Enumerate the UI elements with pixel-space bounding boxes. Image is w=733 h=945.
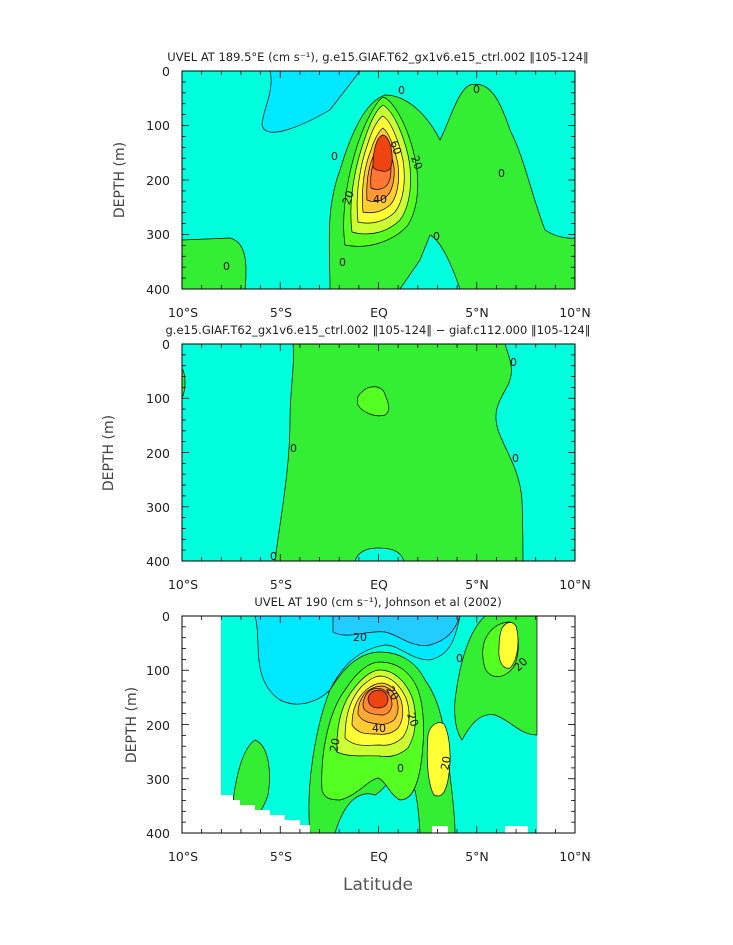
x-tick-label: EQ: [370, 305, 388, 320]
x-axis-label: Latitude: [343, 875, 413, 895]
panel-2-equatorial-patch: [356, 386, 390, 417]
panel-1-green-southwest: [182, 237, 247, 289]
panel-1-title: UVEL AT 189.5°E (cm s⁻¹), g.e15.GIAF.T62…: [167, 50, 589, 64]
y-tick-label: 400: [146, 554, 170, 569]
panel-3-missing-data: [432, 826, 448, 833]
x-tick-label: 5°N: [465, 577, 489, 592]
panel-1-contour-labels: 0 0 0 0 0 0 0 20 20 40 60: [223, 83, 505, 273]
panel-2-title: g.e15.GIAF.T62_gx1v6.e15_ctrl.002 ‖105-1…: [166, 323, 591, 337]
panel-2: g.e15.GIAF.T62_gx1v6.e15_ctrl.002 ‖105-1…: [101, 323, 591, 592]
x-tick-label: 10°S: [168, 849, 198, 864]
panel-1-undercurrent-core: [372, 134, 393, 172]
panel-3-title: UVEL AT 190 (cm s⁻¹), Johnson et al (200…: [254, 595, 501, 609]
panel-2-contours: [182, 344, 575, 561]
panel-1-contour-label: 0: [331, 150, 338, 163]
panel-3-contour-label: 20: [383, 684, 401, 703]
x-tick-label: 5°N: [465, 305, 489, 320]
y-tick-label: 300: [146, 500, 170, 515]
panel-3-contour-label: 20: [327, 737, 342, 753]
panel-3-westward-surface: [332, 616, 461, 646]
y-tick-label: 200: [146, 718, 170, 733]
y-tick-label: 200: [146, 446, 170, 461]
panel-3-contours: [221, 616, 538, 833]
y-tick-label: 0: [162, 337, 170, 352]
panel-3-yellow-northeast: [498, 622, 519, 669]
x-tick-label: 10°S: [168, 577, 198, 592]
panel-3-contour-label: 20: [438, 755, 453, 771]
panel-1-contour-label: 20: [340, 189, 357, 207]
panel-1-contour-label: 0: [223, 260, 230, 273]
panel-1-contour-label: 60: [387, 139, 404, 157]
panel-2-contour-labels: 0 0 0 0: [270, 356, 519, 563]
panel-1: UVEL AT 189.5°E (cm s⁻¹), g.e15.GIAF.T62…: [112, 50, 591, 320]
panel-3-ylabel: DEPTH (m): [124, 687, 140, 763]
panel-3-contour-label: 0: [397, 762, 404, 775]
panel-2-contour-label: 0: [270, 550, 277, 563]
panel-3-contour-label: 40: [372, 722, 386, 735]
x-tick-label: 5°S: [270, 577, 292, 592]
panel-3-ticks: [181, 615, 576, 834]
y-tick-label: 400: [146, 282, 170, 297]
x-tick-label: 5°S: [270, 849, 292, 864]
y-tick-label: 300: [146, 227, 170, 242]
panel-1-contour-label: 0: [498, 167, 505, 180]
panel-2-ylabel: DEPTH (m): [101, 415, 117, 491]
x-tick-label: 10°S: [168, 305, 198, 320]
panel-3-undercurrent-core: [367, 689, 389, 709]
panel-1-contour-label: 0: [339, 256, 346, 269]
x-tick-label: EQ: [370, 577, 388, 592]
x-tick-label: 5°S: [270, 305, 292, 320]
y-tick-label: 100: [146, 663, 170, 678]
x-tick-label: 10°N: [559, 577, 591, 592]
panel-2-contour-label: 0: [512, 452, 519, 465]
x-tick-label: EQ: [370, 849, 388, 864]
x-tick-label: 10°N: [559, 849, 591, 864]
y-tick-label: 400: [146, 826, 170, 841]
panel-3: UVEL AT 190 (cm s⁻¹), Johnson et al (200…: [124, 595, 591, 864]
panel-3-missing-data: [505, 826, 528, 833]
x-tick-label: 10°N: [559, 305, 591, 320]
panel-3-contour-label: 20: [353, 631, 367, 644]
panel-1-contours: [182, 71, 575, 289]
y-tick-label: 100: [146, 118, 170, 133]
panel-1-contour-label: 0: [433, 230, 440, 243]
panel-1-contour-label: 40: [373, 193, 387, 206]
y-tick-label: 200: [146, 173, 170, 188]
panel-2-contour-label: 0: [510, 356, 517, 369]
x-tick-label: 5°N: [465, 849, 489, 864]
panel-1-ylabel: DEPTH (m): [112, 142, 128, 218]
panel-2-green-region: [274, 344, 524, 561]
y-tick-label: 0: [162, 609, 170, 624]
panel-1-contour-label: 0: [473, 83, 480, 96]
panel-1-contour-label: 20: [408, 154, 425, 172]
panel-3-missing-data: [221, 800, 310, 833]
y-tick-label: 100: [146, 391, 170, 406]
panel-3-contour-label: 0: [456, 652, 463, 665]
panel-2-ticks: [181, 343, 576, 562]
panel-2-contour-label: 0: [290, 442, 297, 455]
panel-1-contour-label: 0: [398, 84, 405, 97]
y-tick-label: 0: [162, 64, 170, 79]
panel-1-cyan-region: [182, 71, 361, 133]
y-tick-label: 300: [146, 772, 170, 787]
panel-3-contour-label: 20: [404, 711, 421, 729]
panel-1-ticks: [181, 70, 576, 290]
